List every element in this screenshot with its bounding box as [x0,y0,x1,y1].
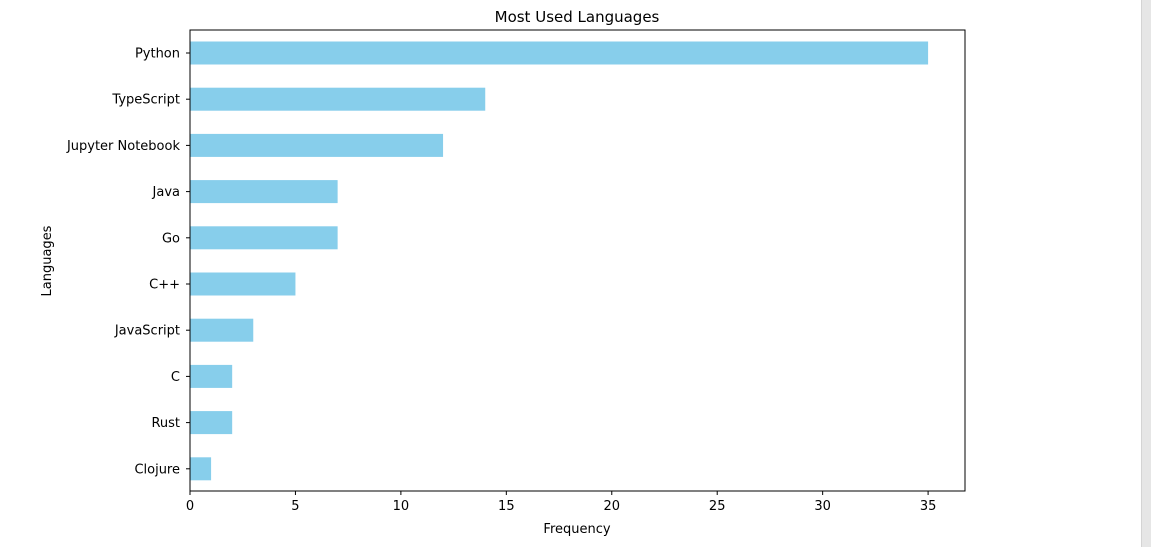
bar-jupyter-notebook [190,133,444,157]
y-tick-label: Clojure [134,462,180,477]
bar-rust [190,411,233,435]
x-tick-label: 10 [393,499,410,514]
scrollbar[interactable] [1141,0,1151,547]
y-tick-label: JavaScript [114,324,180,339]
x-tick-label: 0 [186,499,194,514]
y-axis-label: Languages [40,225,55,296]
bar-c [190,272,296,296]
y-ticks-group: Python TypeScript Jupyter Notebook Java Go C+… [66,47,190,477]
x-tick-label: 35 [920,499,937,514]
x-tick-label: 25 [709,499,726,514]
bar-java [190,180,338,204]
y-tick-label: C++ [149,278,180,293]
x-axis-label: Frequency [543,522,610,537]
y-tick-label: Java [152,185,180,200]
bars-group [190,41,929,481]
x-tick-label: 15 [498,499,515,514]
chart-title: Most Used Languages [495,8,660,26]
bar-go [190,226,338,250]
x-tick-label: 5 [291,499,299,514]
bar-javascript [190,318,254,342]
x-tick-label: 20 [603,499,620,514]
y-tick-label: Rust [151,416,180,431]
y-tick-label: Go [162,231,180,246]
y-tick-label: TypeScript [111,93,180,108]
y-tick-label: C [171,370,180,385]
bar-python [190,41,929,65]
y-tick-label: Python [135,47,180,62]
bar-c [190,364,233,388]
x-ticks-group: 0 5 10 15 20 25 30 35 [186,491,937,514]
plot-frame [189,29,966,492]
x-tick-label: 30 [814,499,831,514]
bar-typescript [190,87,486,111]
y-tick-label: Jupyter Notebook [66,139,181,154]
bar-clojure [190,457,212,481]
